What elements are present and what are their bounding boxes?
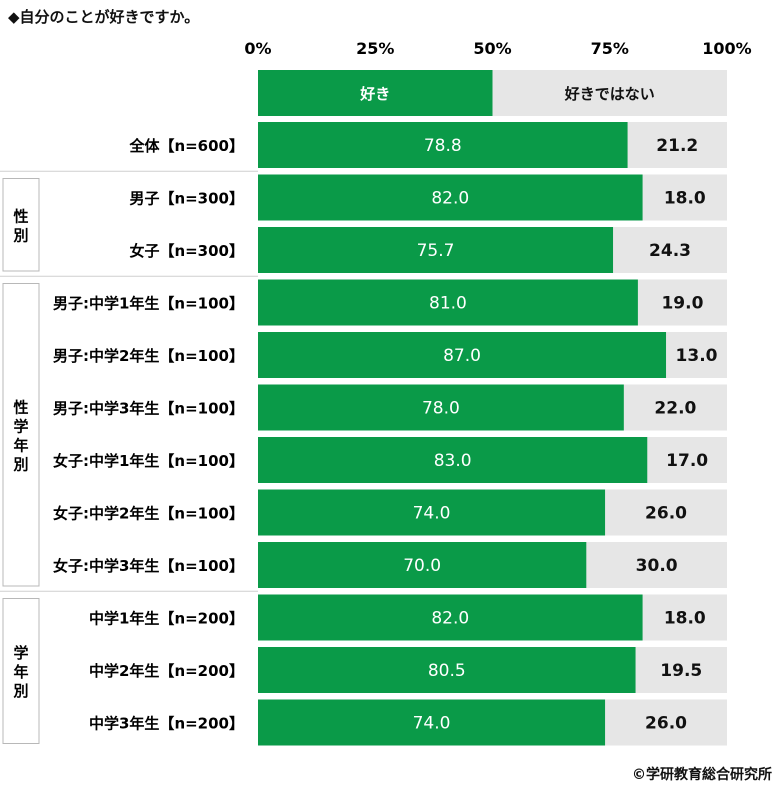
data-label-bad: 21.2 <box>656 136 698 156</box>
data-label-good: 87.0 <box>443 346 481 366</box>
bar-好き <box>258 594 643 641</box>
category-label: 女子:中学1年生【n=100】 <box>53 452 244 470</box>
category-label: 中学2年生【n=200】 <box>89 662 244 680</box>
category-label: 男子:中学3年生【n=100】 <box>53 400 244 418</box>
data-label-good: 81.0 <box>429 294 467 314</box>
bar-好き <box>258 174 643 221</box>
category-label: 中学3年生【n=200】 <box>89 715 244 733</box>
data-label-good: 82.0 <box>431 609 469 629</box>
group-box <box>2 178 40 272</box>
x-tick-label: 25% <box>356 39 394 58</box>
bar-好き <box>258 227 614 273</box>
group-label: 性別 <box>12 207 28 244</box>
data-label-good: 80.5 <box>428 661 466 681</box>
group-label: 学年別 <box>12 644 28 700</box>
data-label-bad: 13.0 <box>676 346 718 366</box>
bar-好き <box>258 332 667 378</box>
x-tick-label: 75% <box>591 39 629 58</box>
bar-好き <box>258 542 587 588</box>
data-label-good: 82.0 <box>431 189 469 209</box>
group-box <box>2 283 40 587</box>
data-label-bad: 26.0 <box>645 714 687 734</box>
data-label-bad: 26.0 <box>645 504 687 524</box>
bar-好き <box>258 699 606 746</box>
data-label-good: 78.0 <box>422 399 460 419</box>
legend-label-good: 好き <box>359 85 390 103</box>
group-box <box>2 598 40 744</box>
group-label: 性学年別 <box>12 398 28 473</box>
category-label: 男子:中学2年生【n=100】 <box>53 347 244 365</box>
category-label: 女子:中学2年生【n=100】 <box>53 505 244 523</box>
legend-good-swatch <box>258 70 493 116</box>
data-label-good: 70.0 <box>403 556 441 576</box>
x-tick-label: 50% <box>473 39 511 58</box>
data-label-bad: 30.0 <box>636 556 678 576</box>
category-label: 全体【n=600】 <box>128 137 244 155</box>
category-label: 女子【n=300】 <box>129 242 244 260</box>
data-label-good: 75.7 <box>417 241 455 261</box>
data-label-bad: 17.0 <box>666 451 708 471</box>
x-tick-label: 0% <box>244 39 271 58</box>
bar-好き <box>258 384 624 431</box>
legend-label-bad: 好きではない <box>564 85 655 103</box>
data-label-bad: 19.5 <box>660 661 702 681</box>
category-label: 男子:中学1年生【n=100】 <box>53 295 244 313</box>
data-label-bad: 24.3 <box>649 241 691 261</box>
data-label-good: 83.0 <box>434 451 472 471</box>
bar-好き <box>258 489 606 536</box>
bar-好き <box>258 437 648 483</box>
data-label-bad: 22.0 <box>654 399 696 419</box>
data-label-good: 78.8 <box>424 136 462 156</box>
x-tick-label: 100% <box>702 39 751 58</box>
category-label: 中学1年生【n=200】 <box>89 610 244 628</box>
bar-好き <box>258 279 638 326</box>
data-label-bad: 19.0 <box>661 294 703 314</box>
data-label-good: 74.0 <box>413 504 451 524</box>
data-label-bad: 18.0 <box>664 609 706 629</box>
category-label: 女子:中学3年生【n=100】 <box>53 557 244 575</box>
data-label-bad: 18.0 <box>664 189 706 209</box>
bar-好き <box>258 122 628 168</box>
bar-好き <box>258 647 636 693</box>
data-label-good: 74.0 <box>413 714 451 734</box>
category-label: 男子【n=300】 <box>129 190 244 208</box>
credit: ©学研教育総合研究所 <box>632 767 772 783</box>
chart-title: ◆自分のことが好きですか。 <box>8 8 200 26</box>
